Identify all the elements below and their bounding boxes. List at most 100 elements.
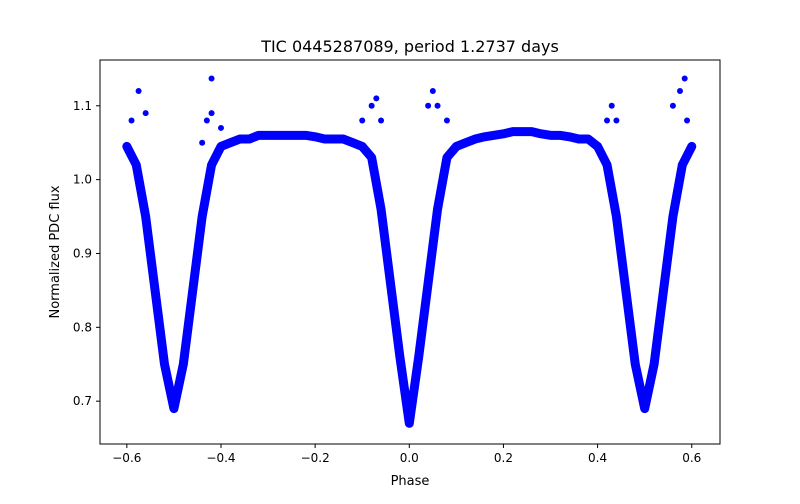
data-point <box>415 353 422 360</box>
data-point <box>566 133 573 140</box>
data-point <box>519 128 526 135</box>
data-point <box>651 361 658 368</box>
x-axis: −0.6 −0.4 −0.2 0.0 0.2 0.4 0.6 <box>112 444 701 465</box>
data-point <box>387 280 394 287</box>
data-point <box>538 130 545 137</box>
data-point <box>434 102 441 109</box>
data-point <box>208 110 215 117</box>
data-point <box>203 117 210 124</box>
x-tick-label: −0.4 <box>206 451 235 465</box>
data-point <box>641 405 648 412</box>
data-point <box>321 136 328 143</box>
data-point <box>676 88 683 95</box>
data-point <box>425 280 432 287</box>
data-point <box>227 139 234 146</box>
data-point <box>528 128 535 135</box>
data-point <box>208 161 215 168</box>
data-point <box>604 161 611 168</box>
data-point <box>594 143 601 150</box>
data-point <box>547 132 554 139</box>
data-point <box>604 117 611 124</box>
data-point <box>293 132 300 139</box>
data-point <box>135 88 142 95</box>
x-tick-label: −0.6 <box>112 451 141 465</box>
data-point <box>142 213 149 220</box>
data-point <box>208 75 215 82</box>
data-point <box>509 128 516 135</box>
data-point <box>684 117 691 124</box>
data-point <box>608 102 615 109</box>
y-axis: 0.7 0.8 0.9 1.0 1.1 <box>73 99 100 408</box>
data-point <box>491 132 498 139</box>
data-point <box>274 132 281 139</box>
y-tick-label: 1.0 <box>73 173 92 187</box>
data-point <box>265 132 272 139</box>
data-point <box>406 420 413 427</box>
x-axis-label: Phase <box>391 474 430 489</box>
data-point <box>613 117 620 124</box>
data-point <box>283 132 290 139</box>
data-point <box>368 154 375 161</box>
y-tick-label: 0.7 <box>73 394 92 408</box>
data-point <box>462 139 469 146</box>
y-tick-label: 0.8 <box>73 320 92 334</box>
data-point <box>378 206 385 213</box>
x-tick-label: 0.2 <box>494 451 513 465</box>
data-point <box>669 102 676 109</box>
data-point <box>199 139 206 146</box>
data-point <box>632 361 639 368</box>
plot-frame <box>99 59 721 445</box>
x-tick-label: 0.0 <box>400 451 419 465</box>
chart-title: TIC 0445287089, period 1.2737 days <box>260 37 559 56</box>
data-point <box>429 88 436 95</box>
x-tick-label: −0.2 <box>301 451 330 465</box>
data-point <box>481 133 488 140</box>
data-point <box>180 361 187 368</box>
x-tick-label: 0.6 <box>682 451 701 465</box>
data-point <box>378 117 385 124</box>
data-point <box>368 102 375 109</box>
data-point <box>128 117 135 124</box>
data-point <box>161 361 168 368</box>
data-point <box>434 206 441 213</box>
y-tick-label: 1.1 <box>73 99 92 113</box>
data-point <box>340 136 347 143</box>
data-point <box>349 139 356 146</box>
data-point <box>472 136 479 143</box>
data-point <box>359 143 366 150</box>
data-point <box>123 143 130 150</box>
data-point <box>585 136 592 143</box>
x-tick-label: 0.4 <box>588 451 607 465</box>
data-point <box>199 213 206 220</box>
data-point <box>217 124 224 131</box>
data-point <box>255 132 262 139</box>
data-point <box>622 287 629 294</box>
data-point <box>681 75 688 82</box>
data-point <box>170 405 177 412</box>
data-point <box>189 287 196 294</box>
data-point <box>312 133 319 140</box>
data-point <box>443 154 450 161</box>
y-axis-label: Normalized PDC flux <box>48 185 63 318</box>
data-point <box>373 95 380 102</box>
data-point <box>396 353 403 360</box>
y-tick-label: 0.9 <box>73 246 92 260</box>
data-point <box>236 136 243 143</box>
data-point <box>152 287 159 294</box>
data-point <box>330 136 337 143</box>
series-band <box>122 127 697 428</box>
data-point <box>425 102 432 109</box>
data-point <box>302 132 309 139</box>
data-point <box>613 213 620 220</box>
data-point <box>688 143 695 150</box>
data-point <box>500 130 507 137</box>
data-point <box>575 136 582 143</box>
data-point <box>133 161 140 168</box>
data-point <box>660 287 667 294</box>
data-point <box>669 213 676 220</box>
data-point <box>679 161 686 168</box>
data-point <box>453 143 460 150</box>
data-point <box>142 110 149 117</box>
